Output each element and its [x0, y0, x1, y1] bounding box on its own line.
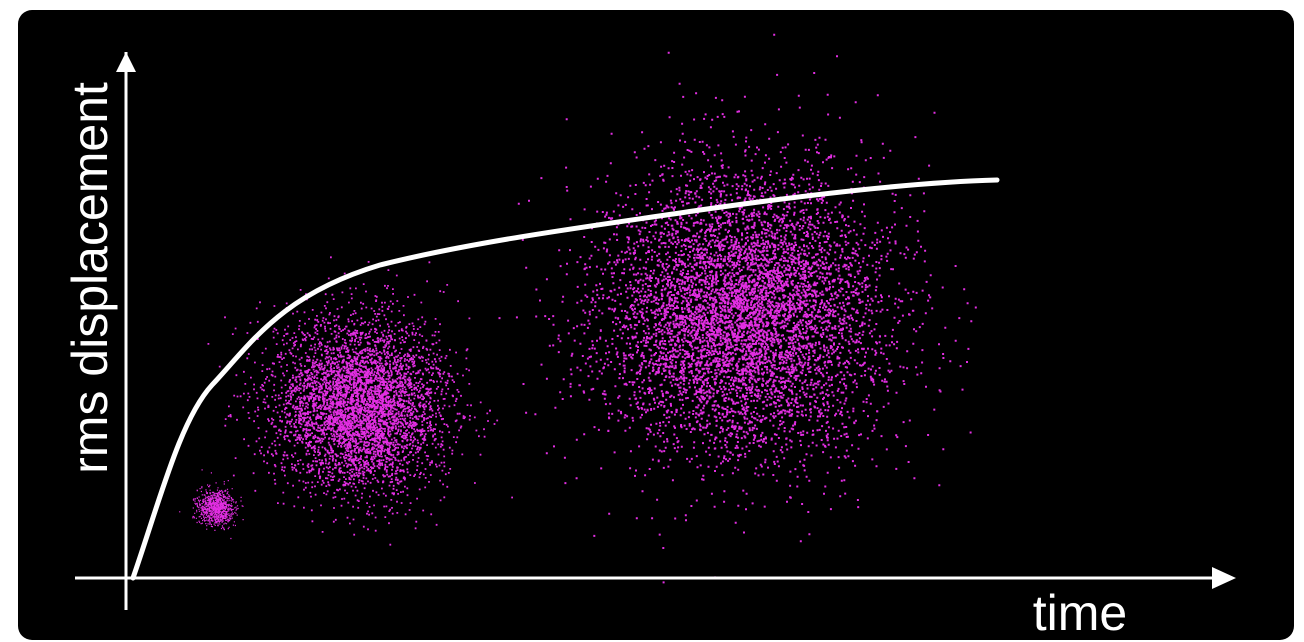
particle-cloud	[179, 469, 244, 540]
y-axis-label: rms displacement	[62, 82, 118, 474]
y-axis-arrow	[116, 52, 136, 72]
x-axis-label: time	[1033, 585, 1127, 641]
particle-clouds	[179, 33, 977, 584]
particle-cloud	[489, 33, 977, 584]
rms-curve	[130, 177, 1000, 581]
x-axis-arrow	[1212, 567, 1236, 589]
